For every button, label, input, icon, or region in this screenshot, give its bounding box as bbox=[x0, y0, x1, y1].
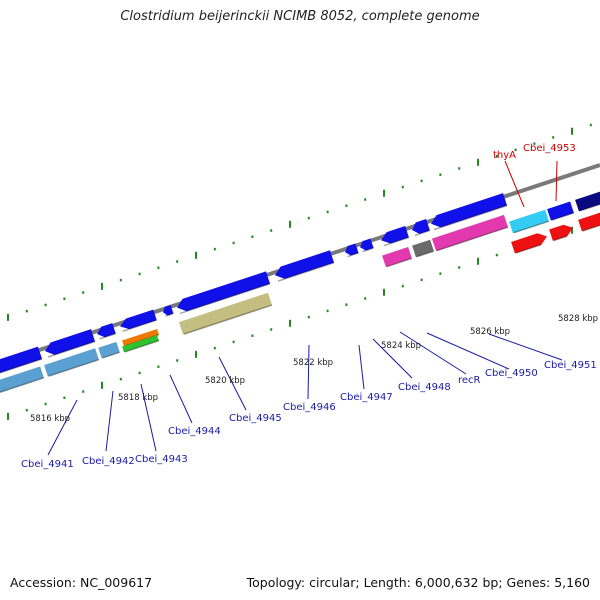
cds-feature bbox=[430, 193, 508, 231]
cds-feature bbox=[274, 250, 335, 282]
leader-line bbox=[555, 160, 558, 202]
leader-line bbox=[372, 338, 413, 379]
trna-feature bbox=[44, 348, 100, 377]
topology-text: Topology: circular; Length: 6,000,632 bp… bbox=[246, 575, 590, 590]
leader-line bbox=[140, 383, 157, 452]
gene-label[interactable]: Cbei_4943 bbox=[135, 454, 188, 465]
cds-feature bbox=[176, 271, 271, 315]
gene-label[interactable]: recR bbox=[458, 375, 481, 386]
gene-label[interactable]: Cbei_4941 bbox=[21, 459, 74, 470]
leader-line bbox=[105, 390, 114, 452]
scale-label: 5828 kbp bbox=[558, 314, 598, 324]
cds-feature bbox=[547, 201, 575, 221]
cds-feature bbox=[575, 189, 600, 212]
gene-label[interactable]: Cbei_4950 bbox=[485, 368, 538, 379]
gene-label[interactable]: Cbei_4948 bbox=[398, 382, 451, 393]
gene-label[interactable]: Cbei_4945 bbox=[229, 413, 282, 424]
leader-line bbox=[504, 160, 525, 208]
gene-label[interactable]: Cbei_4953 bbox=[523, 143, 576, 154]
red-feature bbox=[511, 233, 548, 254]
leader-line bbox=[169, 374, 193, 424]
cds-feature bbox=[411, 219, 431, 237]
gene-label[interactable]: Cbei_4951 bbox=[544, 360, 597, 371]
gene-label[interactable]: Cbei_4946 bbox=[283, 402, 336, 413]
leader-line bbox=[488, 333, 563, 361]
scale-label: 5822 kbp bbox=[293, 358, 333, 368]
cyan-feature bbox=[509, 209, 550, 234]
scale-label: 5820 kbp bbox=[205, 376, 245, 386]
accession-text: Accession: NC_009617 bbox=[10, 575, 153, 590]
gene-label[interactable]: thyA bbox=[493, 150, 516, 161]
map-title: Clostridium beijerinckii NCIMB 8052, com… bbox=[120, 9, 480, 24]
label-leader-lines bbox=[47, 160, 563, 456]
trna-feature bbox=[98, 341, 120, 359]
scale-label: 5818 kbp bbox=[118, 393, 158, 403]
misc-feature bbox=[382, 247, 413, 268]
cds-feature bbox=[0, 346, 43, 376]
leader-line bbox=[358, 344, 365, 390]
trna-feature bbox=[0, 366, 45, 396]
gene-label[interactable]: Cbei_4944 bbox=[168, 426, 221, 437]
leader-line bbox=[307, 344, 310, 400]
red-feature bbox=[549, 224, 573, 242]
cds-feature bbox=[162, 304, 174, 317]
misc-feature bbox=[412, 239, 435, 258]
scale-label: 5824 kbp bbox=[381, 341, 421, 351]
leader-line bbox=[426, 332, 510, 370]
gene-features bbox=[0, 189, 600, 396]
cds-feature bbox=[360, 238, 374, 253]
misc-feature bbox=[431, 214, 509, 252]
leader-line bbox=[399, 331, 467, 375]
gene-label[interactable]: Cbei_4947 bbox=[340, 392, 393, 403]
cds-feature bbox=[380, 225, 410, 247]
tick-rows bbox=[7, 123, 592, 420]
scale-label: 5816 kbp bbox=[30, 414, 70, 424]
misc-feature bbox=[178, 292, 273, 335]
leader-line bbox=[47, 399, 78, 456]
cds-feature bbox=[45, 329, 96, 358]
scale-labels: 5816 kbp 5818 kbp 5820 kbp 5822 kbp 5824 kbp… bbox=[30, 314, 598, 424]
cds-feature bbox=[96, 323, 116, 340]
rrna-feature bbox=[122, 335, 160, 353]
red-feature bbox=[578, 210, 600, 232]
leader-line bbox=[218, 356, 247, 411]
cds-feature bbox=[119, 309, 157, 333]
gene-labels: thyA Cbei_4953 Cbei_4941 Cbei_4942 Cbei_4943… bbox=[21, 143, 597, 470]
scale-label: 5826 kbp bbox=[470, 327, 510, 337]
gene-label[interactable]: Cbei_4942 bbox=[82, 456, 135, 467]
cds-feature bbox=[345, 243, 359, 258]
